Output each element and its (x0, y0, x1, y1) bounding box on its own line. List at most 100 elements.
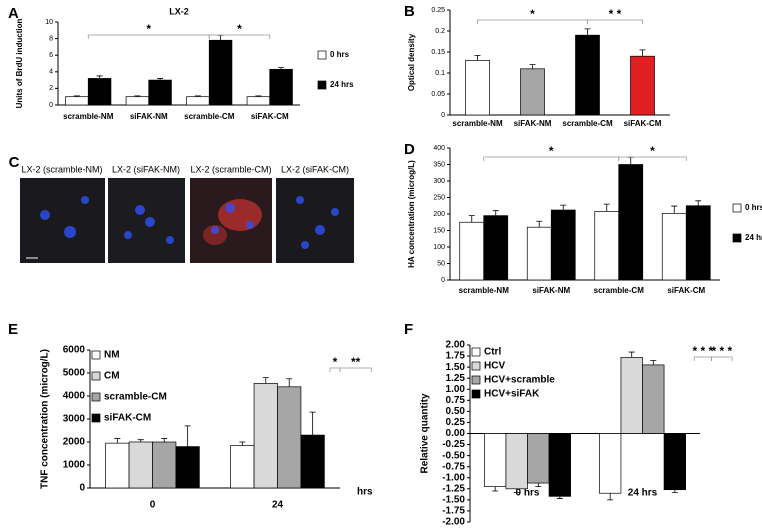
bar (105, 442, 130, 489)
y-tick-label: 0 (49, 102, 53, 109)
bar (300, 434, 325, 489)
image-label: LX-2 (siFAK-NM) (112, 164, 180, 174)
legend-swatch (471, 361, 481, 371)
bar (186, 96, 210, 106)
error-bar (255, 95, 262, 97)
panel-letter: B (404, 3, 415, 20)
x-tick-label: scramble-CM (594, 286, 645, 295)
error-bar (556, 496, 563, 499)
image-label: LX-2 (scramble-CM) (190, 164, 271, 174)
error-bar (262, 377, 269, 384)
bar (527, 433, 550, 484)
x-tick-label: siFAK-NM (130, 112, 168, 121)
bar (526, 226, 552, 281)
legend-label: NM (104, 350, 120, 361)
y-tick-label: -1.50 (442, 495, 465, 506)
y-tick-label: 0.75 (446, 395, 466, 406)
error-bar (474, 54, 481, 61)
significance-label: * (146, 22, 151, 36)
y-tick-label: -0.25 (442, 439, 465, 450)
legend-label: scramble-CM (104, 392, 167, 403)
error-bar (536, 220, 543, 228)
bar (520, 68, 545, 116)
y-tick-label: 4000 (63, 391, 86, 402)
x-tick-label: 0 (150, 500, 156, 511)
error-bar (671, 205, 678, 214)
error-bar (535, 483, 542, 487)
legend-label: Ctrl (484, 347, 501, 358)
legend-swatch (732, 233, 742, 243)
legend-swatch (471, 347, 481, 357)
bar (208, 39, 233, 106)
error-bar (184, 425, 191, 447)
error-bar (628, 351, 635, 358)
chart: B Optical density 0 0.05 0.1 0.15 0.2 0.25 scram… (404, 3, 670, 128)
legend-swatch (91, 350, 101, 360)
y-tick-label: 6000 (63, 345, 86, 356)
y-tick-label: -0.50 (442, 450, 465, 461)
significance-bracket (339, 367, 372, 372)
x-tick-label: 0 hrs (516, 488, 540, 499)
significance-label: * * * (693, 344, 714, 358)
y-tick-label: 250 (433, 194, 445, 201)
error-bar (492, 486, 499, 492)
significance-bracket (208, 34, 271, 39)
x-tick-label: siFAK-NM (532, 286, 570, 295)
chart: A LX-2 Units of BrdU induction 0 2 4 6 8 10 scram… (8, 5, 354, 121)
y-tick-label: 400 (433, 145, 445, 152)
bar (505, 433, 528, 490)
significance-label: ** (351, 355, 361, 369)
y-tick-label: 350 (433, 161, 445, 168)
panel-letter: A (8, 5, 19, 22)
y-tick-label: 150 (433, 227, 445, 234)
chart: E TNF concentration (microg/L) hrs 0 1000 200… (8, 321, 373, 511)
legend-swatch (471, 375, 481, 385)
x-tick-label: siFAK-NM (514, 119, 552, 128)
y-tick-label: 100 (433, 244, 445, 251)
significance-label: * (549, 144, 554, 158)
error-bar (286, 378, 293, 387)
error-bar (137, 439, 144, 442)
bar (620, 357, 643, 434)
x-tick-label: siFAK-CM (667, 286, 705, 295)
legend-label: HCV (484, 361, 505, 372)
bar (630, 55, 655, 116)
y-tick-label: 5000 (63, 368, 86, 379)
y-tick-label: 0 (441, 112, 445, 119)
significance-label: * * * (712, 344, 733, 358)
error-bar (671, 489, 678, 493)
significance-label: * * (609, 7, 622, 21)
legend-swatch (471, 389, 481, 399)
bar (253, 383, 278, 489)
y-tick-label: -0.75 (442, 461, 465, 472)
bar (548, 433, 571, 497)
y-tick-label: 1.50 (446, 362, 466, 373)
error-bar (603, 203, 610, 212)
error-bar (492, 210, 499, 216)
bar (277, 386, 302, 489)
bar (65, 96, 89, 106)
error-bar (278, 67, 285, 70)
y-axis-label: Relative quantity (420, 393, 431, 473)
y-tick-label: 0.00 (446, 428, 466, 439)
bar (618, 164, 644, 281)
bar (148, 79, 172, 106)
y-tick-label: 2000 (63, 437, 86, 448)
y-tick-label: 1.25 (446, 373, 466, 384)
bar (685, 205, 711, 281)
bar (550, 209, 576, 281)
error-bar (96, 75, 103, 79)
x-tick-label: scramble-NM (452, 119, 503, 128)
bar (599, 433, 622, 494)
y-tick-label: 1000 (63, 460, 86, 471)
legend-label: 24 hrs (330, 80, 354, 89)
error-bar (639, 49, 646, 57)
error-bar (695, 200, 702, 206)
y-tick-label: 300 (433, 178, 445, 185)
error-bar (217, 34, 224, 41)
bar (269, 68, 293, 106)
legend-swatch (91, 371, 101, 381)
panel-letter: C (9, 154, 20, 171)
bar (661, 212, 687, 281)
x-tick-label: siFAK-CM (251, 112, 289, 121)
